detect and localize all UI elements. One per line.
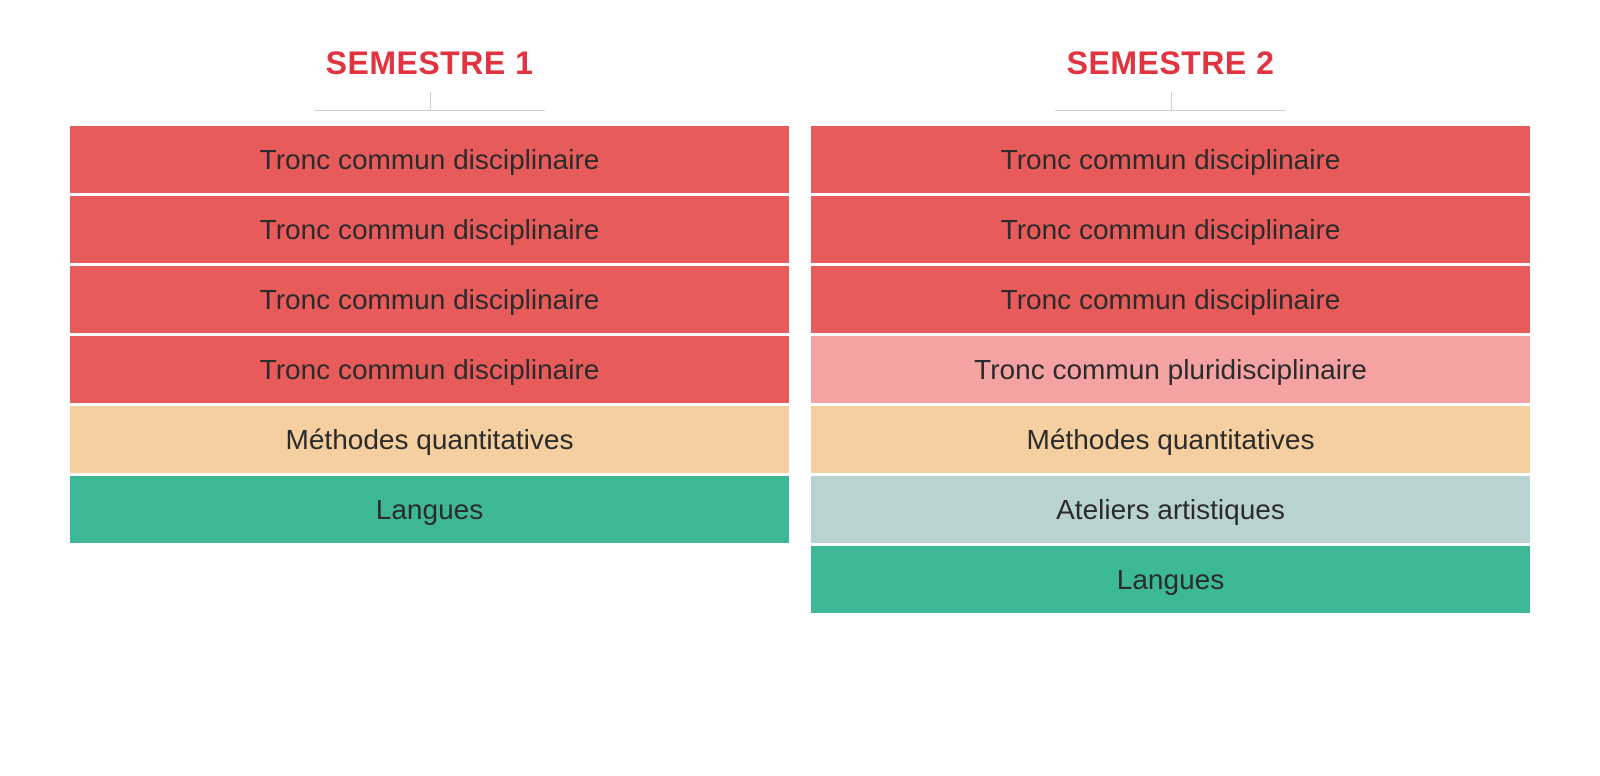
course-block-label: Méthodes quantitatives [286,424,574,456]
curriculum-diagram: SEMESTRE 1 Tronc commun disciplinaireTro… [70,45,1530,613]
semester-2-title: SEMESTRE 2 [811,45,1530,82]
course-block: Tronc commun disciplinaire [70,126,789,193]
semester-1-bracket [70,92,789,120]
course-block: Tronc commun disciplinaire [811,126,1530,193]
course-block: Tronc commun disciplinaire [811,266,1530,333]
course-block-label: Tronc commun disciplinaire [1001,214,1341,246]
semester-2-column: SEMESTRE 2 Tronc commun disciplinaireTro… [811,45,1530,613]
course-block-label: Méthodes quantitatives [1027,424,1315,456]
course-block: Méthodes quantitatives [70,406,789,473]
course-block: Langues [70,476,789,543]
course-block-label: Langues [376,494,483,526]
course-block-label: Ateliers artistiques [1056,494,1285,526]
bracket-line [1055,110,1285,111]
course-block: Méthodes quantitatives [811,406,1530,473]
course-block: Tronc commun pluridisciplinaire [811,336,1530,403]
course-block-label: Tronc commun disciplinaire [1001,284,1341,316]
course-block-label: Langues [1117,564,1224,596]
semester-1-title: SEMESTRE 1 [70,45,789,82]
course-block: Tronc commun disciplinaire [811,196,1530,263]
course-block-label: Tronc commun disciplinaire [260,144,600,176]
course-block-label: Tronc commun pluridisciplinaire [974,354,1367,386]
course-block: Tronc commun disciplinaire [70,336,789,403]
semester-2-blocks: Tronc commun disciplinaire Tronc commun d… [811,126,1530,613]
course-block-label: Tronc commun disciplinaire [260,214,600,246]
course-block-label: Tronc commun disciplinaire [260,284,600,316]
bracket-tick [430,92,431,110]
course-block: Ateliers artistiques [811,476,1530,543]
semester-1-column: SEMESTRE 1 Tronc commun disciplinaireTro… [70,45,789,543]
course-block: Tronc commun disciplinaire [70,266,789,333]
semester-1-blocks: Tronc commun disciplinaire Tronc commun d… [70,126,789,543]
course-block-label: Tronc commun disciplinaire [1001,144,1341,176]
bracket-tick [1171,92,1172,110]
course-block: Langues [811,546,1530,613]
semester-2-bracket [811,92,1530,120]
bracket-line [314,110,544,111]
course-block: Tronc commun disciplinaire [70,196,789,263]
course-block-label: Tronc commun disciplinaire [260,354,600,386]
